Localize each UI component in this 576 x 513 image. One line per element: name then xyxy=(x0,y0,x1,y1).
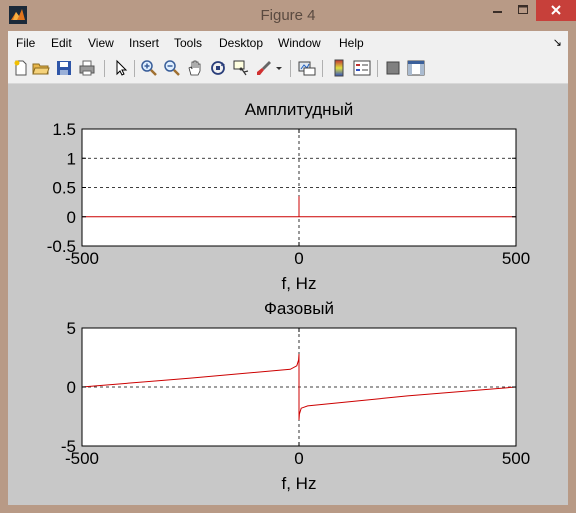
axes-title: Фазовый xyxy=(264,299,334,318)
y-tick-label: 0 xyxy=(67,208,76,227)
y-tick-label: 0.5 xyxy=(52,179,76,198)
legend-icon[interactable] xyxy=(353,59,371,77)
print-icon[interactable] xyxy=(78,59,96,77)
menu-bar: File Edit View Insert Tools Desktop Wind… xyxy=(8,31,568,55)
x-tick-label: -500 xyxy=(65,449,99,468)
x-tick-label: -500 xyxy=(65,249,99,268)
pointer-icon[interactable] xyxy=(111,59,129,77)
title-bar[interactable]: Figure 4 xyxy=(0,0,576,31)
maximize-button[interactable] xyxy=(510,0,536,21)
toolbar xyxy=(8,55,568,84)
close-button[interactable] xyxy=(536,0,576,21)
menu-file[interactable]: File xyxy=(16,36,36,50)
zoom-out-icon[interactable] xyxy=(163,59,181,77)
brush-icon[interactable] xyxy=(255,59,273,77)
data-cursor-icon[interactable] xyxy=(232,59,250,77)
dock-arrow-icon[interactable]: ↘ xyxy=(552,37,562,49)
menu-desktop[interactable]: Desktop xyxy=(219,36,264,50)
x-tick-label: 0 xyxy=(294,449,303,468)
pan-icon[interactable] xyxy=(186,59,204,77)
y-tick-label: -5 xyxy=(61,437,76,456)
colorbar-icon[interactable] xyxy=(330,59,348,77)
menu-help[interactable]: Help xyxy=(339,36,364,50)
minimize-button[interactable] xyxy=(484,0,510,21)
series-line xyxy=(81,353,517,421)
menu-edit[interactable]: Edit xyxy=(51,36,72,50)
hide-plot-tools-icon[interactable] xyxy=(384,59,402,77)
x-tick-label: 500 xyxy=(502,249,530,268)
toolbar-separator xyxy=(322,60,323,77)
y-tick-label: 5 xyxy=(67,319,76,338)
maximize-icon xyxy=(518,5,528,14)
y-tick-label: 1 xyxy=(67,149,76,168)
toolbar-separator xyxy=(290,60,291,77)
y-tick-label: 1.5 xyxy=(52,120,76,139)
toolbar-separator xyxy=(134,60,135,77)
y-tick-label: 0 xyxy=(67,378,76,397)
zoom-in-icon[interactable] xyxy=(140,59,158,77)
phase-axes[interactable]: -500 0 500 5 0 -5 Фазовый f, Hz xyxy=(61,299,530,493)
menu-view[interactable]: View xyxy=(88,36,114,50)
matlab-icon xyxy=(9,6,27,24)
x-axis-label: f, Hz xyxy=(282,474,317,493)
menu-tools[interactable]: Tools xyxy=(174,36,203,50)
axes-title: Амплитудный xyxy=(245,100,354,119)
menu-insert[interactable]: Insert xyxy=(129,36,160,50)
toolbar-separator xyxy=(104,60,105,77)
brush-dropdown-icon[interactable] xyxy=(274,59,284,77)
window-title: Figure 4 xyxy=(260,7,316,24)
save-icon[interactable] xyxy=(55,59,73,77)
series-line xyxy=(82,196,516,218)
toolbar-separator xyxy=(377,60,378,77)
y-tick-label: -0.5 xyxy=(47,237,76,256)
new-figure-icon[interactable] xyxy=(12,59,30,77)
amplitude-axes[interactable]: -500 0 500 1.5 1 0.5 0 -0.5 Амплитудный f, Hz xyxy=(47,100,530,293)
close-icon xyxy=(551,5,561,15)
show-plot-tools-icon[interactable] xyxy=(407,59,425,77)
open-file-icon[interactable] xyxy=(32,59,50,77)
x-tick-label: 0 xyxy=(294,249,303,268)
rotate-3d-icon[interactable] xyxy=(209,59,227,77)
x-tick-label: 500 xyxy=(502,449,530,468)
figure-canvas: -500 0 500 1.5 1 0.5 0 -0.5 Амплитудный f, Hz -50… xyxy=(8,84,568,505)
menu-window[interactable]: Window xyxy=(278,36,321,50)
minimize-icon xyxy=(493,11,502,13)
link-plot-icon[interactable] xyxy=(298,59,316,77)
x-axis-label: f, Hz xyxy=(282,274,317,293)
